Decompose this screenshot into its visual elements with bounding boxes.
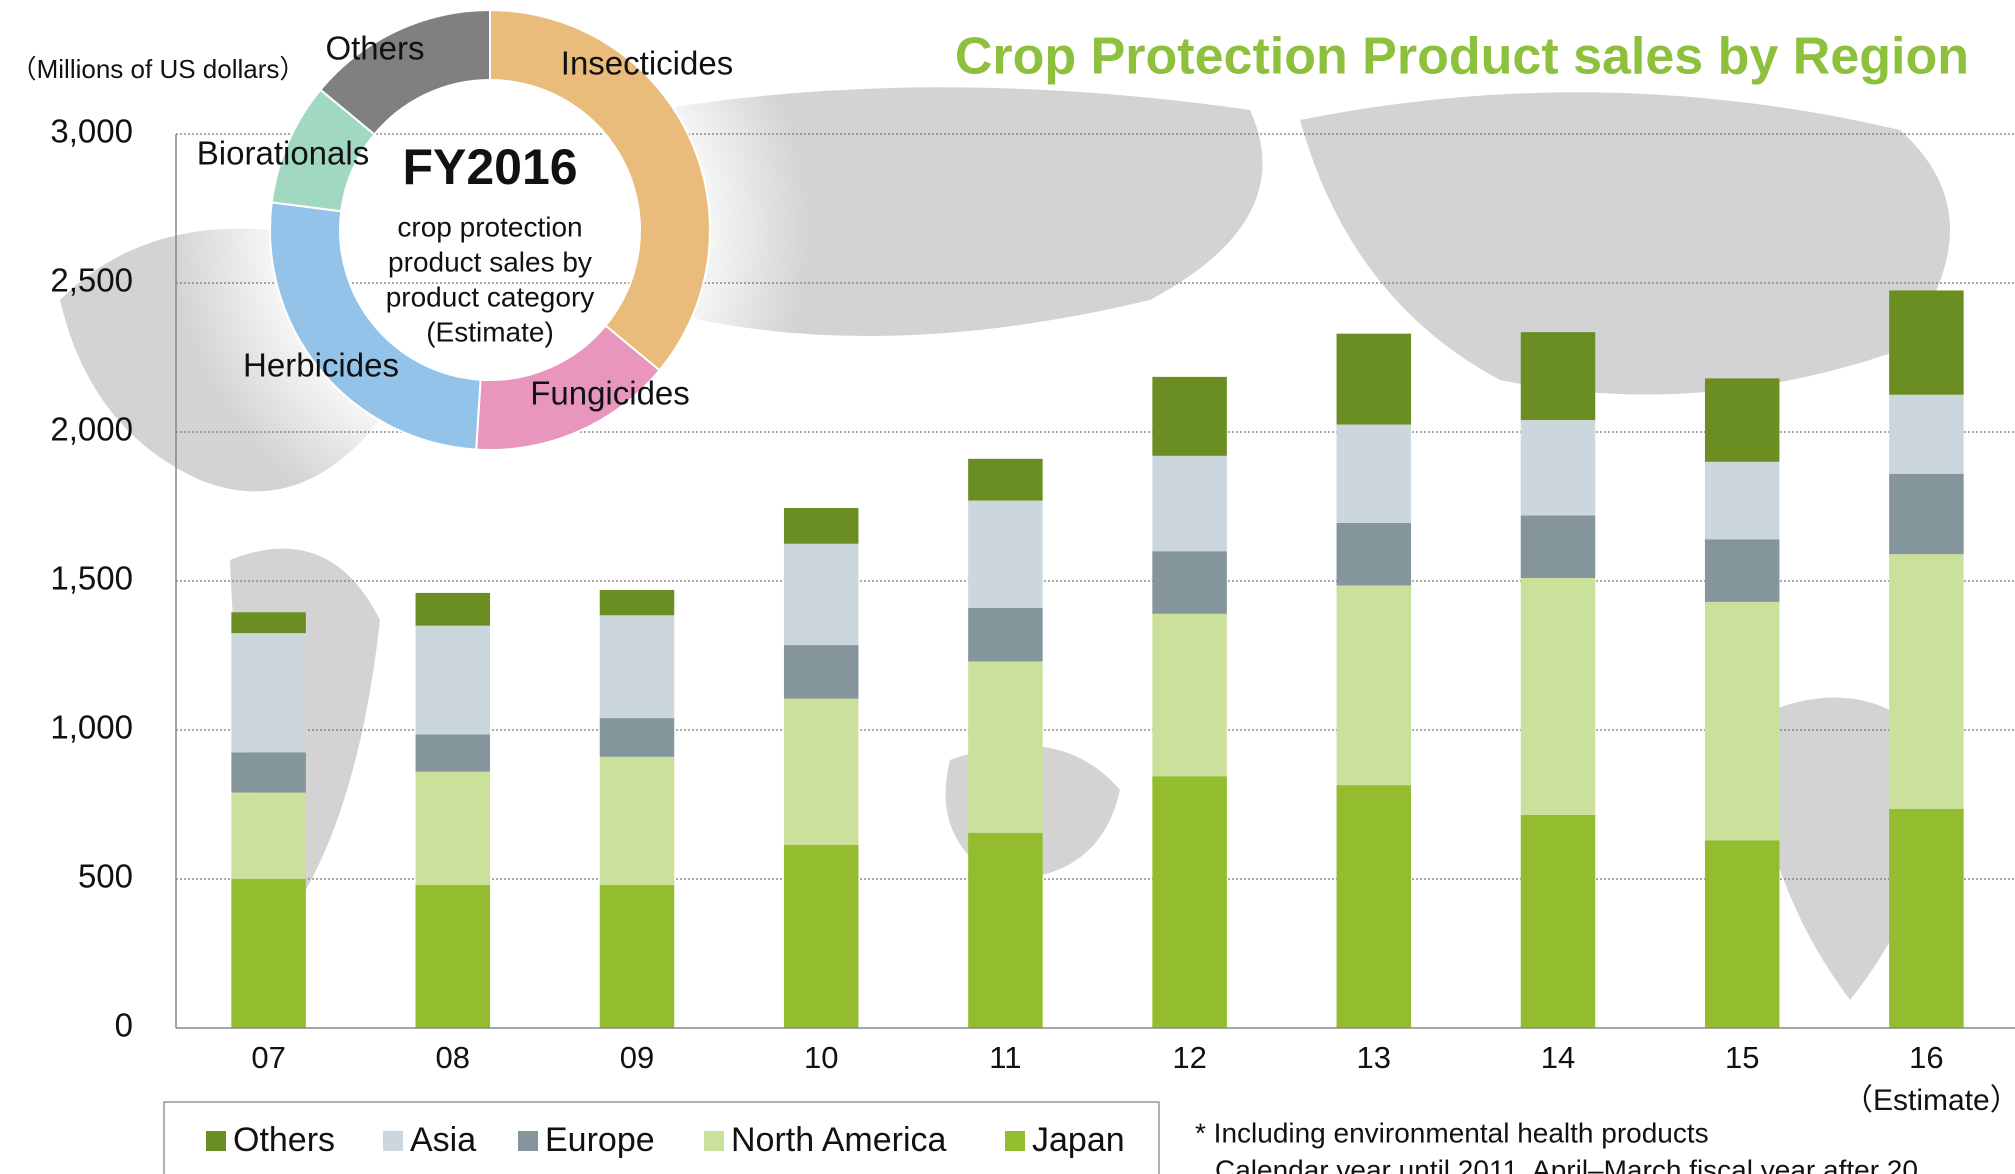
slice-label: Biorationals (197, 135, 369, 172)
footnote: * Including environmental health product… (1195, 1117, 1709, 1148)
y-tick-label: 3,000 (50, 113, 133, 150)
donut-slice (319, 8, 491, 136)
bar-segment (599, 718, 675, 757)
bar-segment (1889, 473, 1964, 555)
bar-segment (1889, 290, 1964, 395)
bar-segment (968, 500, 1043, 608)
bar-segment (783, 844, 859, 1028)
donut-subtitle: product category (386, 281, 595, 312)
bar-segment (783, 645, 859, 699)
legend-swatch (518, 1131, 538, 1151)
bar-segment (1152, 613, 1227, 777)
y-tick-label: 1,000 (50, 709, 133, 746)
x-tick-label: 12 (1172, 1040, 1206, 1075)
donut-subtitle: product sales by (388, 246, 592, 277)
bar-segment (1704, 461, 1780, 540)
bar-segment (415, 592, 491, 626)
annotation: （Estimate） (1843, 1084, 2015, 1117)
legend-swatch (1005, 1131, 1025, 1151)
bar-segment (1336, 522, 1412, 586)
x-tick-label: 08 (436, 1040, 470, 1075)
legend-label: Japan (1032, 1121, 1125, 1159)
donut-slice (269, 201, 482, 451)
bar-segment (1520, 515, 1596, 579)
legend-swatch (206, 1131, 226, 1151)
bar-segment (599, 589, 675, 616)
chart-title: Crop Protection Product sales by Region (955, 28, 1969, 86)
bar-segment (415, 771, 491, 885)
legend-label: Asia (410, 1121, 476, 1159)
bar-segment (231, 792, 306, 879)
y-tick-label: 1,500 (50, 560, 133, 597)
donut-slice (489, 8, 711, 372)
donut-subtitle: crop protection (397, 211, 582, 242)
bar-segment (1152, 455, 1227, 552)
bar-segment (1520, 420, 1596, 516)
legend-swatch (704, 1131, 724, 1151)
slice-label: Herbicides (243, 347, 399, 384)
bar-segment (415, 884, 491, 1028)
bar-segment (1152, 776, 1227, 1028)
y-tick-label: 500 (78, 858, 133, 895)
bar-segment (968, 607, 1043, 662)
bar-segment (231, 879, 306, 1028)
bar-segment (968, 832, 1043, 1028)
bar-segment (1889, 554, 1964, 809)
legend-label: North America (731, 1121, 946, 1159)
y-tick-label: 0 (115, 1007, 133, 1044)
bar-segment (1704, 378, 1780, 462)
bar-segment (968, 661, 1043, 833)
bar-segment (1336, 785, 1412, 1028)
bar-segment (599, 615, 675, 719)
bar-segment (599, 756, 675, 885)
bar-segment (1336, 333, 1412, 425)
slice-label: Others (325, 30, 424, 67)
legend-box (163, 1101, 1160, 1174)
bar-segment (1889, 808, 1964, 1028)
bar-segment (415, 625, 491, 735)
bar-segment (1704, 539, 1780, 602)
donut-subtitle: (Estimate) (426, 316, 554, 347)
bar-segment (1520, 332, 1596, 421)
x-tick-label: 09 (620, 1040, 654, 1075)
bar-segment (1520, 814, 1596, 1028)
bar-segment (231, 633, 306, 753)
x-tick-label: 07 (251, 1040, 285, 1075)
x-tick-label: 10 (804, 1040, 838, 1075)
bar-segment (1520, 578, 1596, 815)
x-tick-label: 13 (1357, 1040, 1391, 1075)
bar-segment (1704, 601, 1780, 841)
bar-segment (1152, 376, 1227, 456)
bar-segment (599, 884, 675, 1028)
x-tick-label: 15 (1725, 1040, 1759, 1075)
footnote: Calendar year until 2011, April–March fi… (1215, 1154, 1918, 1174)
slice-label: Insecticides (561, 45, 733, 82)
y-tick-label: 2,500 (50, 262, 133, 299)
legend-label: Others (233, 1121, 335, 1159)
bar-segment (783, 507, 859, 544)
bar-segment (1336, 424, 1412, 523)
bar-segment (783, 543, 859, 646)
bar-segment (783, 698, 859, 845)
slice-label: Fungicides (530, 375, 690, 412)
bar-segment (415, 734, 491, 772)
bar-segment (1152, 551, 1227, 614)
x-tick-label: 16 (1909, 1040, 1943, 1075)
y-tick-label: 2,000 (50, 411, 133, 448)
bar-segment (1336, 585, 1412, 786)
bar-segment (1889, 394, 1964, 474)
bar-segment (231, 612, 306, 634)
bar-segment (1704, 840, 1780, 1028)
bar-segment (968, 458, 1043, 501)
bar-segment (231, 752, 306, 793)
y-axis-label: （Millions of US dollars） (11, 54, 306, 84)
legend-swatch (383, 1131, 403, 1151)
x-tick-label: 14 (1541, 1040, 1575, 1075)
x-tick-label: 11 (989, 1040, 1021, 1075)
legend-label: Europe (545, 1121, 655, 1159)
donut-title: FY2016 (402, 139, 577, 195)
